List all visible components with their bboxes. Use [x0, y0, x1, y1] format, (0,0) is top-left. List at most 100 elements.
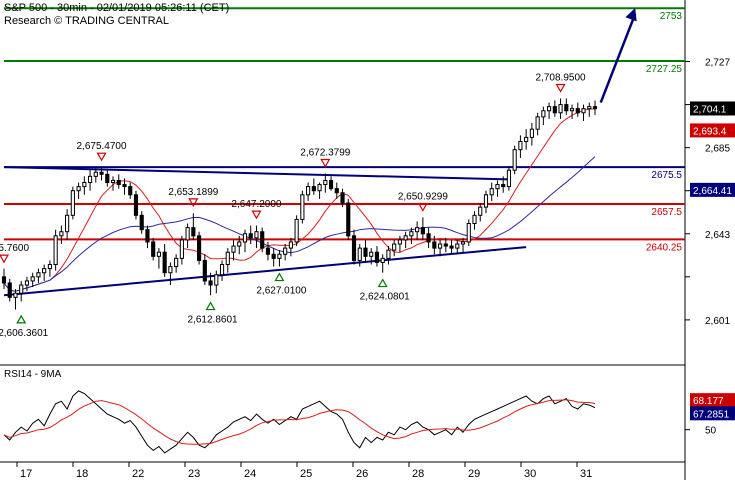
candle-body: [300, 194, 305, 220]
candle-body: [116, 179, 121, 186]
candle-body: [185, 227, 190, 241]
candle-body: [472, 214, 477, 225]
candle-body: [242, 233, 248, 243]
level-label: 2727.25: [646, 64, 683, 75]
candle-body: [47, 264, 52, 270]
candle-body: [82, 182, 87, 188]
candle-body: [271, 253, 276, 259]
candle-body: [547, 106, 552, 112]
candle-body: [501, 184, 506, 188]
candle-body: [340, 192, 345, 204]
candle-body: [403, 235, 408, 241]
candle-body: [392, 243, 397, 251]
candle-body: [19, 284, 24, 294]
time-tick-label: 24: [244, 468, 256, 480]
candle-body: [558, 104, 563, 114]
candle-body: [541, 110, 546, 118]
candle-body: [70, 190, 75, 216]
candle-body: [151, 241, 156, 257]
time-tick-label: 25: [300, 468, 312, 480]
value-badge-label: 2,664.41: [693, 186, 732, 197]
candle-body: [139, 214, 144, 231]
candle-body: [13, 292, 18, 298]
candle-body: [529, 128, 534, 138]
pivot-top-marker: [320, 158, 331, 168]
price-tick-label: 2,685: [705, 144, 730, 155]
ma-fast-line: [3, 108, 596, 292]
candle-body: [231, 245, 236, 253]
candle-body: [346, 202, 351, 237]
candle-body: [311, 186, 316, 192]
candle-body: [564, 104, 569, 112]
time-tick-label: 18: [76, 468, 88, 480]
pivot-top-marker: [188, 198, 199, 208]
candle-body: [489, 188, 494, 196]
candle-body: [357, 247, 362, 261]
chart-title: S&P 500 - 30min - 02/01/2019 05:26:11 (C…: [4, 2, 229, 14]
pivot-label: 2,606.3601: [0, 328, 49, 339]
value-badge-label: 2,693.4: [693, 126, 727, 137]
candle-body: [455, 243, 460, 249]
candle-body: [552, 106, 557, 114]
candle-body: [179, 239, 184, 259]
pivot-label: 2,653.1899: [168, 187, 218, 198]
time-tick-label: 29: [468, 468, 480, 480]
candle-body: [386, 249, 391, 259]
rsi-line: [3, 390, 596, 454]
level-label: 2640.25: [646, 242, 683, 253]
pivot-top-marker: [555, 83, 566, 93]
candle-body: [351, 235, 357, 261]
time-tick-label: 17: [20, 468, 32, 480]
value-badge-label: 67.2851: [693, 409, 730, 420]
candle-body: [237, 241, 242, 247]
level-label: 2753: [660, 11, 683, 22]
moving-averages-layer: [3, 108, 596, 292]
value-badge: [690, 182, 735, 197]
pivot-bottom-marker: [274, 272, 285, 282]
ma-slow-line: [3, 156, 596, 292]
pivot-label: 2,627.0100: [256, 286, 306, 297]
pivot-label: 2,650.9299: [398, 192, 448, 203]
candle-body: [575, 108, 580, 114]
candle-body: [587, 106, 592, 110]
level-label: 2675.5: [651, 170, 682, 181]
candle-body: [437, 243, 443, 249]
level-label: 2657.5: [651, 207, 682, 218]
candle-body: [443, 243, 448, 247]
candle-body: [36, 272, 41, 278]
candle-body: [288, 241, 293, 249]
time-tick-label: 28: [412, 468, 424, 480]
candle-body: [99, 171, 104, 175]
candle-body: [294, 218, 299, 243]
value-badge: [690, 101, 735, 116]
candle-body: [420, 227, 425, 235]
candle-body: [569, 108, 575, 112]
value-badge: [690, 123, 735, 138]
time-tick-label: 31: [580, 468, 592, 480]
pivot-label: 2,708.9500: [536, 73, 586, 84]
candle-body: [191, 227, 196, 237]
pivot-label: 2,612.8601: [188, 315, 238, 326]
trendline: [3, 246, 527, 297]
candle-body: [168, 266, 173, 274]
candle-body: [128, 186, 133, 196]
candle-body: [30, 276, 35, 282]
pivot-label: 2,675.4700: [77, 141, 127, 152]
candle-body: [432, 241, 437, 249]
price-tick-label: 2,643: [705, 230, 730, 241]
candle-body: [449, 245, 454, 249]
levels-layer: 2753 2727.25 2675.5 2657.5 2640.25: [4, 7, 685, 253]
pivot-top-marker: [417, 202, 428, 212]
candle-body: [466, 223, 471, 243]
candle-body: [59, 231, 64, 237]
badges-layer: 2,704.1 2,693.4 2,664.41 68.177 67.2851: [690, 101, 735, 421]
candle-body: [219, 264, 225, 276]
time-tick-label: 30: [524, 468, 536, 480]
candle-body: [524, 136, 529, 142]
candle-body: [208, 280, 213, 286]
time-tick-label: 23: [188, 468, 200, 480]
candle-body: [518, 140, 523, 151]
candle-body: [76, 186, 81, 192]
